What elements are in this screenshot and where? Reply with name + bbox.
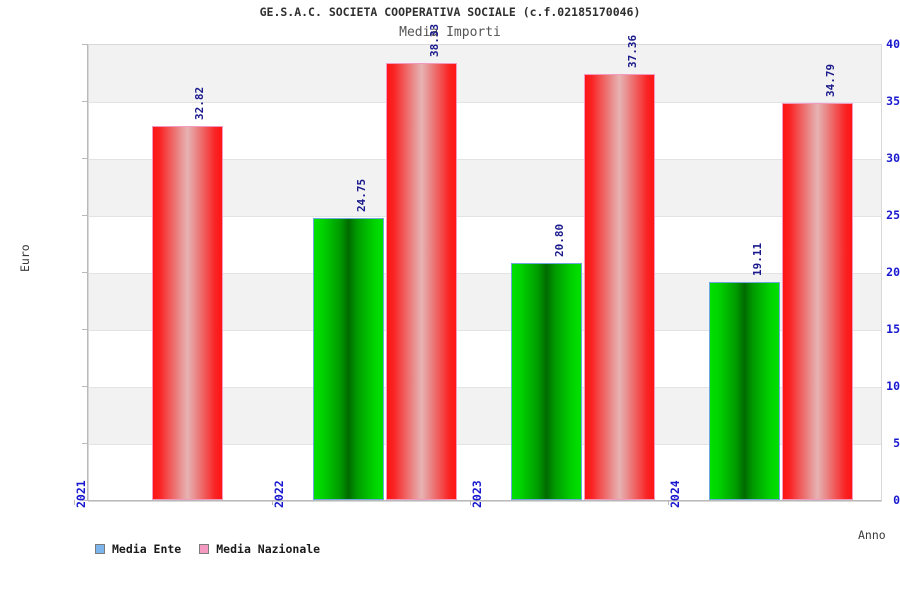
- bar-value-label: 24.75: [354, 178, 368, 212]
- x-tick-label-2021: 2021: [74, 480, 88, 508]
- bar-media-nazionale-2021[interactable]: [151, 125, 223, 500]
- y-tick-label: 40: [886, 37, 900, 51]
- chart-subtitle: Media Importi: [399, 25, 501, 40]
- x-axis-line: [87, 500, 881, 501]
- legend-label: Media Ente: [112, 542, 182, 556]
- bar-value-label: 20.80: [552, 223, 566, 257]
- legend-swatch-icon: [95, 544, 105, 554]
- x-tick-label-2023: 2023: [470, 480, 484, 508]
- y-tick-mark: [82, 215, 87, 216]
- gridline: [89, 444, 881, 445]
- gridline: [89, 273, 881, 274]
- y-tick-mark: [82, 44, 87, 45]
- y-tick-mark: [82, 500, 87, 501]
- y-tick-label: 30: [886, 151, 900, 165]
- y-tick-label: 10: [886, 379, 900, 393]
- bar-media-nazionale-2023[interactable]: [584, 74, 655, 500]
- bar-media-ente-2022[interactable]: [313, 217, 384, 500]
- x-tick-mark: [74, 500, 75, 505]
- x-axis-title: Anno: [858, 528, 886, 542]
- y-tick-mark: [82, 272, 87, 273]
- gridline: [89, 216, 881, 217]
- bar-media-ente-2024[interactable]: [709, 282, 780, 500]
- legend-swatch-icon: [199, 544, 210, 554]
- plot-band: [89, 45, 881, 102]
- gridline: [89, 102, 881, 103]
- chart-legend: Media Ente Media Nazionale: [95, 542, 320, 556]
- bar-value-label: 19.11: [750, 243, 764, 277]
- y-tick-mark: [82, 158, 87, 159]
- y-axis-line: [87, 44, 88, 501]
- y-tick-mark: [82, 329, 87, 330]
- legend-label: Media Nazionale: [216, 542, 321, 556]
- y-tick-mark: [82, 443, 87, 444]
- bar-value-label: 38.33: [427, 23, 441, 58]
- x-tick-label-2024: 2024: [668, 480, 682, 508]
- bar-value-label: 37.36: [625, 34, 639, 69]
- gridline: [89, 387, 881, 388]
- y-tick-mark: [82, 386, 87, 387]
- y-tick-label: 5: [893, 436, 900, 450]
- bar-media-nazionale-2024[interactable]: [782, 103, 853, 500]
- x-tick-mark: [272, 500, 273, 505]
- y-tick-mark: [82, 101, 87, 102]
- gridline: [89, 330, 881, 331]
- y-tick-label: 0: [893, 493, 900, 507]
- x-tick-mark: [470, 500, 471, 505]
- y-tick-label: 15: [886, 322, 900, 336]
- bar-media-nazionale-2022[interactable]: [386, 63, 457, 500]
- x-tick-mark: [668, 500, 669, 505]
- gridline: [89, 159, 881, 160]
- bar-value-label: 32.82: [193, 86, 206, 120]
- legend-item-media-nazionale[interactable]: Media Nazionale: [199, 542, 320, 556]
- y-tick-label: 35: [886, 94, 900, 108]
- y-tick-label: 25: [886, 208, 900, 222]
- y-axis-title: Euro: [18, 244, 32, 272]
- bar-media-ente-2023[interactable]: [511, 262, 582, 500]
- legend-item-media-ente[interactable]: Media Ente: [95, 542, 181, 556]
- bar-value-label: 34.79: [823, 64, 837, 98]
- x-tick-label-2022: 2022: [272, 480, 286, 508]
- y-tick-label: 20: [886, 265, 900, 279]
- chart-title: GE.S.A.C. SOCIETA COOPERATIVA SOCIALE (c…: [259, 5, 641, 19]
